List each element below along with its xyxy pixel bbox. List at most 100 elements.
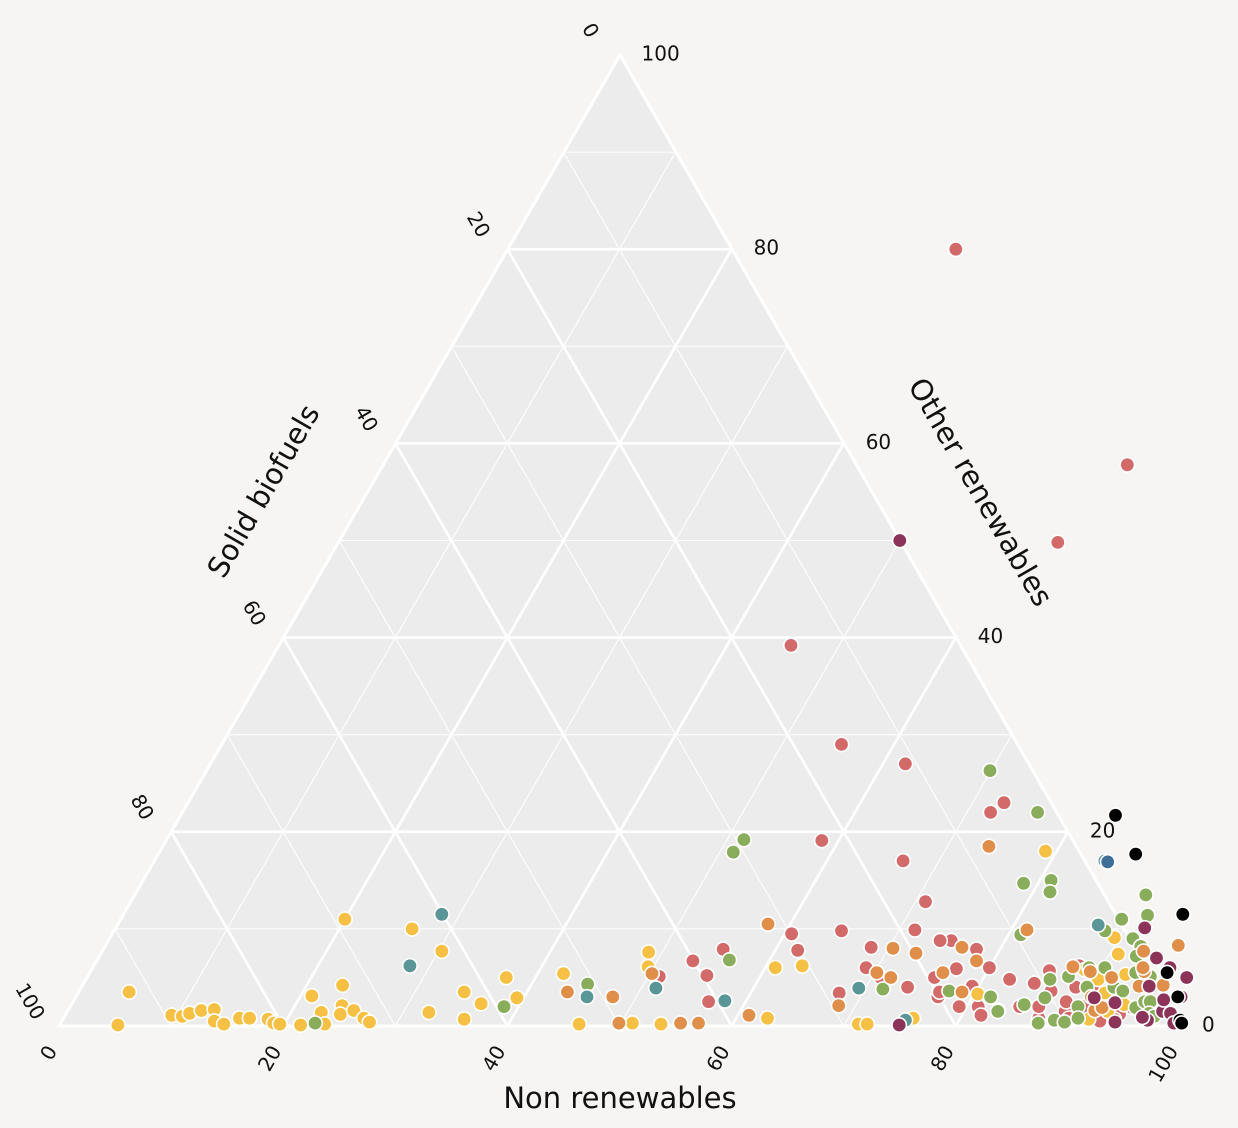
point-red-28 bbox=[981, 959, 998, 976]
point-orange-12 bbox=[759, 915, 776, 932]
grid-line-solid-70 bbox=[226, 734, 396, 1027]
point-plum-14 bbox=[1086, 989, 1103, 1006]
point-red-57 bbox=[1001, 971, 1018, 988]
point-red-21 bbox=[833, 922, 850, 939]
bottom-tick-40: 40 bbox=[477, 1041, 511, 1075]
left-tick-100: 100 bbox=[10, 979, 50, 1024]
point-black-3 bbox=[1159, 964, 1176, 981]
point-yellow-47 bbox=[969, 985, 986, 1002]
point-orange-21 bbox=[1064, 958, 1081, 975]
point-orange-6 bbox=[953, 983, 970, 1000]
point-red-36 bbox=[700, 993, 717, 1010]
point-green-40 bbox=[1016, 996, 1033, 1013]
point-red-6 bbox=[995, 794, 1012, 811]
point-green-20 bbox=[1137, 886, 1154, 903]
point-black-0 bbox=[1107, 807, 1124, 824]
point-yellow-22 bbox=[361, 1014, 378, 1031]
point-green-13 bbox=[982, 988, 999, 1005]
point-yellow-32 bbox=[508, 989, 525, 1006]
right-axis-title: Other renewables bbox=[901, 372, 1059, 612]
point-yellow-1 bbox=[109, 1016, 126, 1033]
point-green-4 bbox=[1015, 875, 1032, 892]
bottom-tick-20: 20 bbox=[253, 1041, 287, 1075]
point-yellow-46 bbox=[1037, 843, 1054, 860]
ternary-grid bbox=[56, 51, 1183, 1028]
point-orange-11 bbox=[884, 940, 901, 957]
point-green-38 bbox=[1070, 1010, 1087, 1027]
point-orange-10 bbox=[907, 945, 924, 962]
point-teal-2 bbox=[647, 980, 664, 997]
point-yellow-26 bbox=[433, 943, 450, 960]
point-red-5 bbox=[897, 755, 914, 772]
point-orange-1 bbox=[980, 838, 997, 855]
point-yellow-19 bbox=[332, 1006, 349, 1023]
right-tick-20: 20 bbox=[1090, 818, 1115, 842]
point-plum-0 bbox=[891, 532, 908, 549]
point-orange-16 bbox=[740, 1007, 757, 1024]
point-green-7 bbox=[721, 951, 738, 968]
point-orange-17 bbox=[643, 965, 660, 982]
right-tick-100: 100 bbox=[642, 42, 680, 66]
point-teal-0 bbox=[433, 906, 450, 923]
point-green-6 bbox=[725, 844, 742, 861]
point-green-25 bbox=[1114, 982, 1131, 999]
point-yellow-35 bbox=[640, 944, 657, 961]
point-red-10 bbox=[917, 893, 934, 910]
point-black-1 bbox=[1127, 846, 1144, 863]
point-yellow-29 bbox=[456, 1011, 473, 1028]
right-tick-40: 40 bbox=[978, 624, 1003, 648]
point-red-25 bbox=[783, 925, 800, 942]
point-yellow-38 bbox=[624, 1015, 641, 1032]
point-green-35 bbox=[1030, 1015, 1047, 1032]
point-yellow-10 bbox=[241, 1010, 258, 1027]
point-red-7 bbox=[982, 804, 999, 821]
point-teal-1 bbox=[401, 957, 418, 974]
grid-line-non-50 bbox=[619, 540, 901, 1027]
point-red-24 bbox=[789, 942, 806, 959]
point-black-4 bbox=[1169, 988, 1186, 1005]
point-orange-7 bbox=[882, 969, 899, 986]
point-yellow-13 bbox=[271, 1016, 288, 1033]
right-tick-80: 80 bbox=[754, 236, 779, 260]
point-teal-4 bbox=[716, 992, 733, 1009]
point-yellow-56 bbox=[1110, 946, 1127, 963]
point-yellow-34 bbox=[571, 1016, 588, 1033]
point-red-12 bbox=[932, 932, 949, 949]
point-plum-16 bbox=[1107, 1014, 1124, 1031]
point-orange-14 bbox=[690, 1015, 707, 1032]
point-red-3 bbox=[782, 637, 799, 654]
point-orange-25 bbox=[1103, 969, 1120, 986]
point-yellow-23 bbox=[334, 977, 351, 994]
grid-line-non-10 bbox=[170, 151, 676, 1027]
point-yellow-27 bbox=[420, 1004, 437, 1021]
point-green-0 bbox=[981, 762, 998, 779]
point-orange-4 bbox=[968, 952, 985, 969]
grid-line-non-60 bbox=[730, 636, 957, 1027]
point-orange-15 bbox=[610, 1015, 627, 1032]
point-green-1 bbox=[1029, 804, 1046, 821]
point-red-8 bbox=[813, 832, 830, 849]
point-plum-12 bbox=[1141, 978, 1158, 995]
point-red-26 bbox=[863, 939, 880, 956]
grid-line-non-30 bbox=[394, 346, 789, 1027]
point-red-4 bbox=[833, 736, 850, 753]
point-red-30 bbox=[684, 952, 701, 969]
point-yellow-33 bbox=[555, 965, 572, 982]
point-orange-8 bbox=[868, 964, 885, 981]
point-green-5 bbox=[735, 831, 752, 848]
point-plum-13 bbox=[1107, 994, 1124, 1011]
left-tick-80: 80 bbox=[126, 790, 160, 824]
point-orange-22 bbox=[1170, 937, 1187, 954]
point-green-42 bbox=[989, 1003, 1006, 1020]
point-orange-19 bbox=[559, 983, 576, 1000]
point-red-31 bbox=[698, 967, 715, 984]
point-yellow-39 bbox=[652, 1016, 669, 1033]
point-red-13 bbox=[948, 960, 965, 977]
point-red-23 bbox=[951, 998, 968, 1015]
left-tick-60: 60 bbox=[238, 596, 272, 630]
point-orange-30 bbox=[1135, 959, 1152, 976]
point-red-53 bbox=[1026, 975, 1043, 992]
data-points bbox=[109, 241, 1195, 1033]
point-red-22 bbox=[906, 921, 923, 938]
bottom-tick-60: 60 bbox=[701, 1041, 735, 1075]
